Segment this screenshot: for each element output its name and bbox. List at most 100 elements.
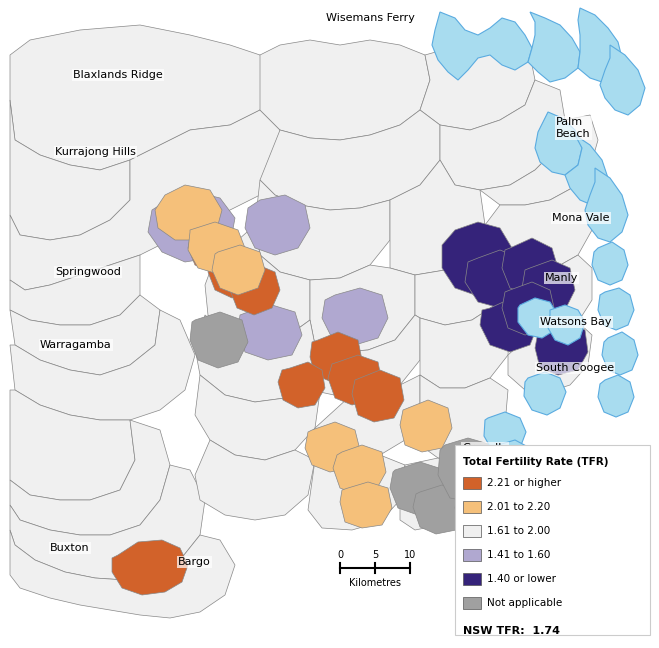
Polygon shape bbox=[442, 222, 512, 295]
Polygon shape bbox=[255, 180, 390, 280]
Polygon shape bbox=[548, 305, 585, 345]
Polygon shape bbox=[112, 540, 188, 595]
Polygon shape bbox=[212, 245, 265, 295]
Text: Buxton: Buxton bbox=[50, 543, 90, 553]
Text: Total Fertility Rate (TFR): Total Fertility Rate (TFR) bbox=[463, 457, 608, 467]
Polygon shape bbox=[420, 40, 535, 130]
Polygon shape bbox=[310, 315, 420, 398]
Text: Manly: Manly bbox=[545, 273, 579, 283]
Polygon shape bbox=[492, 440, 535, 483]
Text: Kurrajong Hills: Kurrajong Hills bbox=[55, 147, 136, 157]
Polygon shape bbox=[420, 375, 508, 458]
Polygon shape bbox=[195, 375, 320, 460]
Polygon shape bbox=[480, 298, 538, 352]
Text: 1.61 to 2.00: 1.61 to 2.00 bbox=[487, 526, 550, 536]
Polygon shape bbox=[310, 332, 362, 382]
Polygon shape bbox=[305, 422, 360, 472]
Bar bbox=[463, 525, 481, 537]
Polygon shape bbox=[195, 440, 315, 520]
Polygon shape bbox=[518, 495, 560, 540]
Polygon shape bbox=[328, 355, 382, 405]
Polygon shape bbox=[260, 40, 430, 140]
Polygon shape bbox=[340, 482, 392, 528]
Polygon shape bbox=[508, 322, 592, 392]
Polygon shape bbox=[155, 185, 222, 240]
Polygon shape bbox=[230, 265, 280, 315]
Polygon shape bbox=[535, 112, 582, 175]
Bar bbox=[463, 573, 481, 585]
Polygon shape bbox=[440, 80, 565, 190]
Bar bbox=[463, 549, 481, 561]
Polygon shape bbox=[413, 485, 466, 534]
Polygon shape bbox=[322, 288, 388, 345]
Polygon shape bbox=[308, 455, 405, 530]
Polygon shape bbox=[205, 225, 310, 342]
Polygon shape bbox=[10, 310, 195, 420]
Polygon shape bbox=[333, 445, 386, 494]
Text: Springwood: Springwood bbox=[55, 267, 121, 277]
Polygon shape bbox=[188, 222, 245, 274]
Polygon shape bbox=[10, 465, 205, 580]
Polygon shape bbox=[10, 25, 270, 170]
Polygon shape bbox=[188, 228, 238, 272]
Polygon shape bbox=[420, 305, 510, 388]
Text: 2.01 to 2.20: 2.01 to 2.20 bbox=[487, 502, 550, 512]
Polygon shape bbox=[260, 110, 440, 210]
Polygon shape bbox=[600, 45, 645, 115]
Polygon shape bbox=[480, 115, 598, 205]
Polygon shape bbox=[10, 110, 280, 290]
Polygon shape bbox=[485, 188, 592, 270]
Text: Not applicable: Not applicable bbox=[487, 598, 562, 608]
Polygon shape bbox=[598, 375, 634, 417]
Bar bbox=[463, 477, 481, 489]
Text: Wisemans Ferry: Wisemans Ferry bbox=[326, 13, 415, 23]
Polygon shape bbox=[390, 462, 450, 515]
Polygon shape bbox=[390, 160, 485, 275]
Bar bbox=[455, 445, 650, 635]
Bar bbox=[463, 597, 481, 609]
Text: Mona Vale: Mona Vale bbox=[552, 213, 610, 223]
Polygon shape bbox=[592, 242, 628, 285]
Text: 0: 0 bbox=[337, 550, 343, 560]
Polygon shape bbox=[195, 315, 315, 402]
Polygon shape bbox=[524, 372, 566, 415]
Text: Blaxlands Ridge: Blaxlands Ridge bbox=[73, 70, 163, 80]
Text: Kilometres: Kilometres bbox=[349, 578, 401, 588]
Polygon shape bbox=[315, 375, 420, 460]
Text: Palm
Beach: Palm Beach bbox=[556, 117, 590, 139]
Polygon shape bbox=[10, 390, 135, 500]
Bar bbox=[463, 501, 481, 513]
Text: 5: 5 bbox=[372, 550, 378, 560]
Polygon shape bbox=[465, 250, 528, 308]
Polygon shape bbox=[502, 282, 555, 335]
Polygon shape bbox=[432, 12, 532, 80]
Polygon shape bbox=[484, 412, 526, 455]
Polygon shape bbox=[528, 12, 580, 82]
Polygon shape bbox=[578, 8, 622, 82]
Polygon shape bbox=[10, 295, 160, 375]
Polygon shape bbox=[565, 135, 608, 205]
Polygon shape bbox=[400, 400, 452, 452]
Polygon shape bbox=[10, 255, 140, 325]
Text: 10: 10 bbox=[404, 550, 416, 560]
Polygon shape bbox=[310, 265, 415, 352]
Polygon shape bbox=[400, 458, 462, 530]
Text: Cronulla: Cronulla bbox=[462, 443, 508, 453]
Polygon shape bbox=[483, 558, 524, 604]
Polygon shape bbox=[245, 195, 310, 255]
Text: NSW TFR:  1.74: NSW TFR: 1.74 bbox=[463, 626, 560, 636]
Polygon shape bbox=[508, 255, 592, 335]
Polygon shape bbox=[535, 322, 588, 375]
Polygon shape bbox=[278, 362, 325, 408]
Text: 1.40 or lower: 1.40 or lower bbox=[487, 574, 556, 584]
Polygon shape bbox=[238, 305, 302, 360]
Polygon shape bbox=[415, 225, 508, 325]
Polygon shape bbox=[352, 370, 404, 422]
Polygon shape bbox=[475, 472, 518, 514]
Polygon shape bbox=[10, 100, 130, 240]
Polygon shape bbox=[507, 525, 548, 570]
Polygon shape bbox=[190, 312, 248, 368]
Polygon shape bbox=[438, 438, 500, 502]
Text: South Coogee: South Coogee bbox=[536, 363, 614, 373]
Text: Watsons Bay: Watsons Bay bbox=[540, 317, 612, 327]
